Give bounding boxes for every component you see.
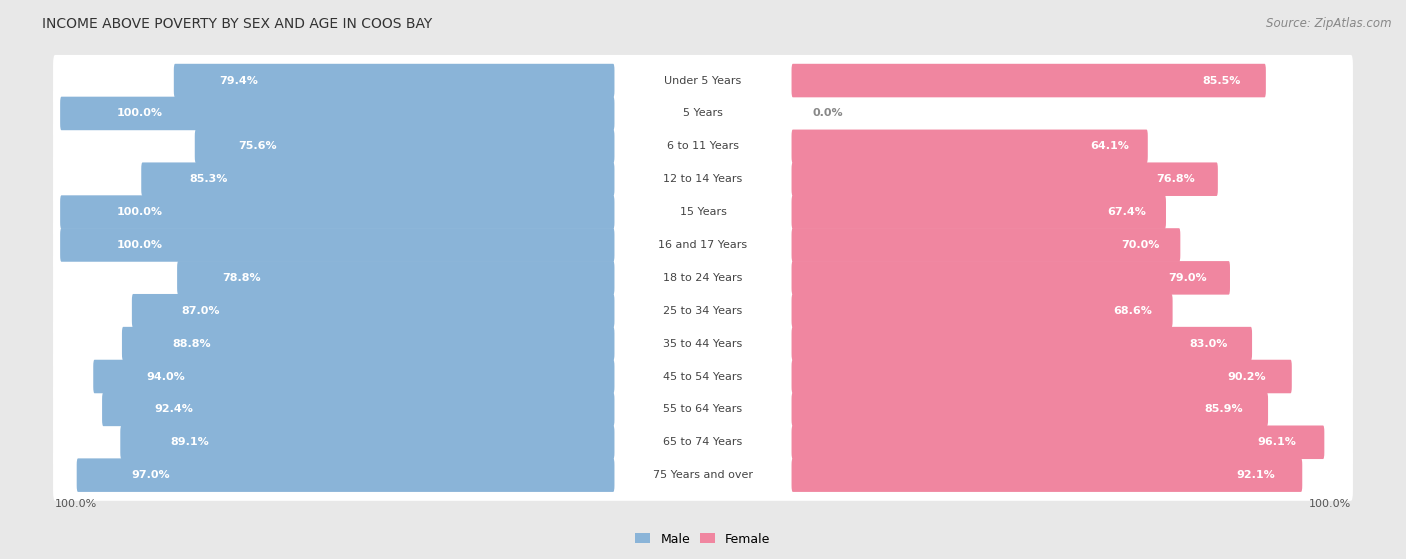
FancyBboxPatch shape (53, 121, 1353, 172)
Text: 83.0%: 83.0% (1189, 339, 1227, 349)
Text: 79.4%: 79.4% (219, 75, 257, 86)
Text: 96.1%: 96.1% (1258, 437, 1296, 447)
Text: 75 Years and over: 75 Years and over (652, 470, 754, 480)
FancyBboxPatch shape (53, 285, 1353, 337)
FancyBboxPatch shape (174, 64, 614, 97)
FancyBboxPatch shape (792, 327, 1253, 361)
Text: 100.0%: 100.0% (117, 108, 163, 119)
Text: 78.8%: 78.8% (222, 273, 260, 283)
Text: 12 to 14 Years: 12 to 14 Years (664, 174, 742, 184)
FancyBboxPatch shape (53, 416, 1353, 468)
Text: 16 and 17 Years: 16 and 17 Years (658, 240, 748, 250)
Text: 92.4%: 92.4% (155, 404, 193, 414)
FancyBboxPatch shape (132, 294, 614, 328)
FancyBboxPatch shape (53, 351, 1353, 402)
Text: 76.8%: 76.8% (1157, 174, 1195, 184)
FancyBboxPatch shape (53, 154, 1353, 205)
FancyBboxPatch shape (792, 425, 1324, 459)
Text: 79.0%: 79.0% (1168, 273, 1206, 283)
FancyBboxPatch shape (53, 318, 1353, 369)
FancyBboxPatch shape (792, 130, 1147, 163)
FancyBboxPatch shape (53, 55, 1353, 106)
Text: 55 to 64 Years: 55 to 64 Years (664, 404, 742, 414)
Text: Under 5 Years: Under 5 Years (665, 75, 741, 86)
Text: 94.0%: 94.0% (146, 372, 186, 381)
FancyBboxPatch shape (53, 187, 1353, 238)
Text: INCOME ABOVE POVERTY BY SEX AND AGE IN COOS BAY: INCOME ABOVE POVERTY BY SEX AND AGE IN C… (42, 17, 433, 31)
FancyBboxPatch shape (792, 261, 1230, 295)
FancyBboxPatch shape (792, 392, 1268, 426)
FancyBboxPatch shape (195, 130, 614, 163)
FancyBboxPatch shape (792, 458, 1302, 492)
FancyBboxPatch shape (792, 228, 1180, 262)
Text: 92.1%: 92.1% (1237, 470, 1275, 480)
Text: 88.8%: 88.8% (172, 339, 211, 349)
Text: 100.0%: 100.0% (1309, 499, 1351, 509)
Legend: Male, Female: Male, Female (630, 528, 776, 551)
FancyBboxPatch shape (122, 327, 614, 361)
Text: 100.0%: 100.0% (117, 240, 163, 250)
Text: 85.3%: 85.3% (190, 174, 228, 184)
FancyBboxPatch shape (792, 294, 1173, 328)
FancyBboxPatch shape (121, 425, 614, 459)
Text: 90.2%: 90.2% (1227, 372, 1265, 381)
FancyBboxPatch shape (93, 360, 614, 394)
FancyBboxPatch shape (53, 449, 1353, 501)
Text: 87.0%: 87.0% (181, 306, 219, 316)
Text: 15 Years: 15 Years (679, 207, 727, 217)
Text: 67.4%: 67.4% (1108, 207, 1146, 217)
Text: 100.0%: 100.0% (117, 207, 163, 217)
Text: 18 to 24 Years: 18 to 24 Years (664, 273, 742, 283)
FancyBboxPatch shape (53, 252, 1353, 304)
Text: 70.0%: 70.0% (1122, 240, 1160, 250)
FancyBboxPatch shape (60, 195, 614, 229)
FancyBboxPatch shape (792, 163, 1218, 196)
Text: 25 to 34 Years: 25 to 34 Years (664, 306, 742, 316)
Text: 65 to 74 Years: 65 to 74 Years (664, 437, 742, 447)
FancyBboxPatch shape (77, 458, 614, 492)
FancyBboxPatch shape (792, 64, 1265, 97)
Text: 0.0%: 0.0% (813, 108, 842, 119)
FancyBboxPatch shape (792, 360, 1292, 394)
Text: 85.9%: 85.9% (1205, 404, 1243, 414)
FancyBboxPatch shape (60, 228, 614, 262)
Text: 45 to 54 Years: 45 to 54 Years (664, 372, 742, 381)
FancyBboxPatch shape (60, 97, 614, 130)
Text: 35 to 44 Years: 35 to 44 Years (664, 339, 742, 349)
FancyBboxPatch shape (53, 383, 1353, 435)
FancyBboxPatch shape (103, 392, 614, 426)
Text: 64.1%: 64.1% (1090, 141, 1129, 151)
Text: 75.6%: 75.6% (238, 141, 277, 151)
Text: 68.6%: 68.6% (1114, 306, 1153, 316)
FancyBboxPatch shape (53, 219, 1353, 271)
FancyBboxPatch shape (53, 88, 1353, 139)
FancyBboxPatch shape (177, 261, 614, 295)
FancyBboxPatch shape (792, 195, 1166, 229)
FancyBboxPatch shape (141, 163, 614, 196)
Text: 85.5%: 85.5% (1202, 75, 1241, 86)
Text: 89.1%: 89.1% (170, 437, 209, 447)
Text: 97.0%: 97.0% (132, 470, 170, 480)
Text: 5 Years: 5 Years (683, 108, 723, 119)
Text: Source: ZipAtlas.com: Source: ZipAtlas.com (1267, 17, 1392, 30)
Text: 100.0%: 100.0% (55, 499, 97, 509)
Text: 6 to 11 Years: 6 to 11 Years (666, 141, 740, 151)
